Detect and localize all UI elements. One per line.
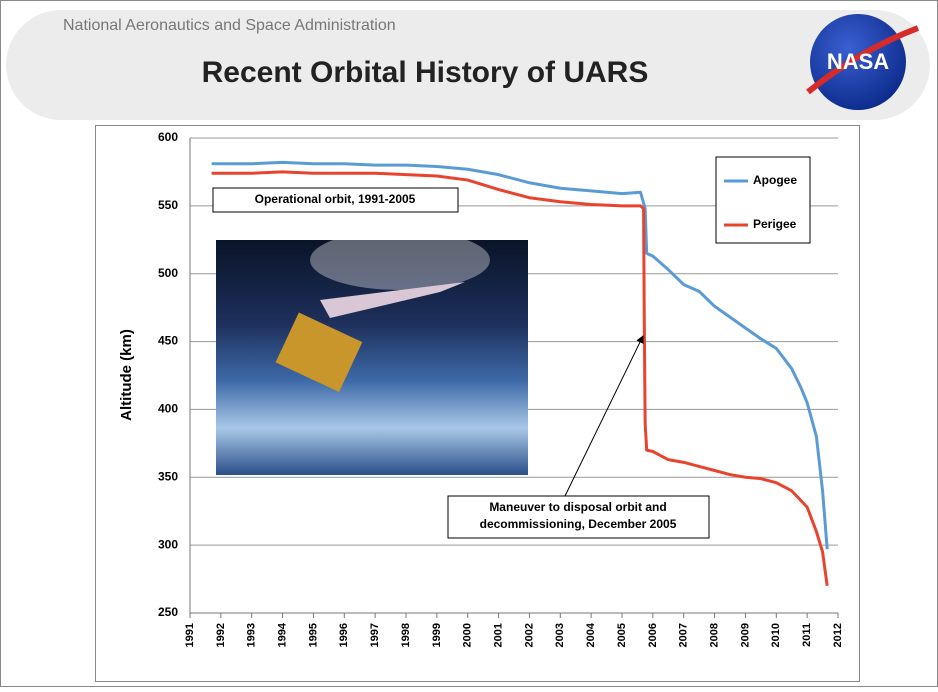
agency-name: National Aeronautics and Space Administr… — [63, 17, 396, 34]
annotation-text: decommissioning, December 2005 — [480, 517, 677, 531]
legend-box — [715, 156, 811, 244]
x-tick-label: 2007 — [678, 623, 690, 647]
x-tick-label: 1992 — [215, 623, 227, 647]
x-tick-label: 1998 — [400, 623, 412, 647]
x-tick-label: 2003 — [554, 623, 566, 647]
y-tick-label: 300 — [158, 537, 178, 551]
x-tick-label: 2009 — [739, 623, 751, 647]
header-band — [6, 10, 930, 120]
x-tick-label: 1996 — [338, 623, 350, 647]
x-tick-label: 1991 — [184, 623, 196, 647]
legend-label: Perigee — [753, 217, 797, 231]
x-tick-label: 1993 — [246, 623, 258, 647]
nasa-logo: NASA — [806, 14, 920, 110]
x-tick-label: 1999 — [431, 623, 443, 647]
logo-text: NASA — [827, 49, 889, 74]
series-line — [211, 160, 829, 550]
legend-label: Apogee — [753, 173, 797, 187]
y-tick-label: 600 — [158, 130, 178, 144]
series-line — [211, 170, 829, 587]
y-tick-label: 550 — [158, 198, 178, 212]
y-tick-label: 500 — [158, 266, 178, 280]
x-tick-label: 2006 — [647, 623, 659, 647]
x-tick-label: 1994 — [276, 622, 288, 647]
y-tick-label: 450 — [158, 334, 178, 348]
y-tick-label: 400 — [158, 402, 178, 416]
x-tick-label: 2005 — [616, 623, 628, 647]
annotation-box — [447, 495, 710, 539]
x-tick-label: 2011 — [801, 623, 813, 647]
x-tick-label: 2008 — [708, 623, 720, 647]
satellite-photo — [216, 230, 528, 475]
annotation-text: Maneuver to disposal orbit and — [489, 500, 666, 514]
x-tick-label: 2000 — [462, 623, 474, 647]
x-tick-label: 2010 — [770, 623, 782, 647]
annotation-text: Operational orbit, 1991-2005 — [255, 192, 416, 206]
x-tick-label: 2001 — [492, 623, 504, 647]
x-tick-label: 1997 — [369, 623, 381, 647]
x-tick-label: 2004 — [585, 622, 597, 647]
x-tick-label: 2002 — [523, 623, 535, 647]
y-axis-label: Altitude (km) — [118, 329, 135, 421]
annotation-arrow — [564, 335, 644, 497]
x-tick-label: 1995 — [307, 623, 319, 647]
x-tick-label: 2012 — [832, 623, 844, 647]
slide-title: Recent Orbital History of UARS — [202, 56, 649, 89]
y-tick-label: 250 — [158, 605, 178, 619]
annotation-box — [212, 187, 459, 213]
y-tick-label: 350 — [158, 469, 178, 483]
